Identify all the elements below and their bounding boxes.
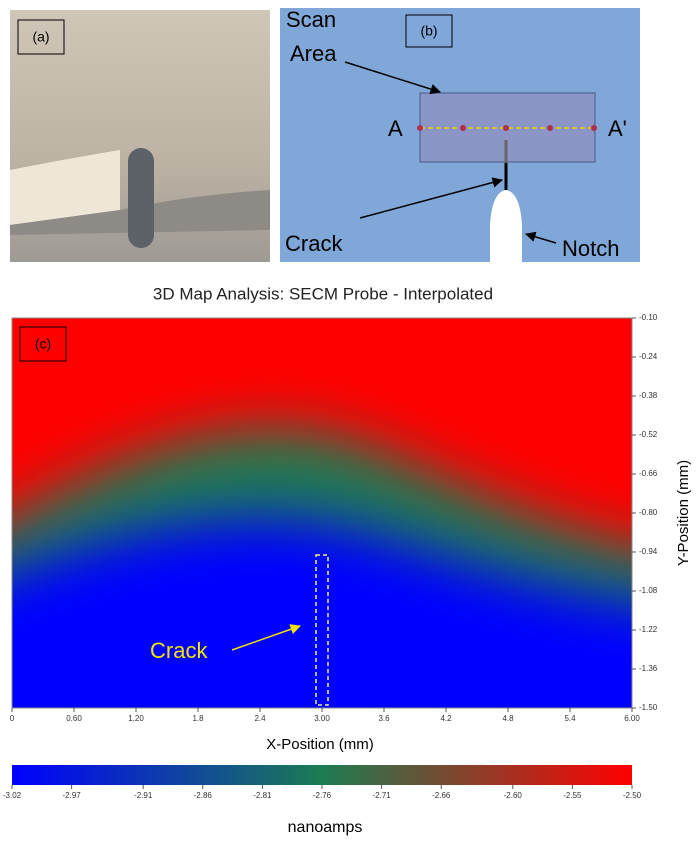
colorbar-tick-label: -2.86	[194, 791, 213, 800]
colorbar-tick-label: -2.60	[504, 791, 523, 800]
y-tick-label: -0.66	[639, 469, 658, 478]
colorbar-tick-label: -2.66	[432, 791, 451, 800]
photo-surface	[10, 150, 120, 225]
colorbar-tick-label: -2.50	[623, 791, 642, 800]
colorbar-tick-label: -2.55	[563, 791, 582, 800]
annotation: Crack	[150, 638, 208, 663]
x-tick-label: 1.8	[192, 714, 204, 723]
y-tick-label: -0.94	[639, 547, 658, 556]
x-tick-label: 2.4	[254, 714, 266, 723]
y-tick-label: -0.38	[639, 391, 658, 400]
y-tick-label: -0.10	[639, 313, 658, 322]
label: Area	[290, 41, 337, 66]
arrow	[524, 231, 557, 244]
chart-title: 3D Map Analysis: SECM Probe - Interpolat…	[153, 284, 493, 303]
x-tick-label: 5.4	[564, 714, 576, 723]
colorbar-label: nanoamps	[288, 819, 363, 836]
x-tick-label: 4.2	[440, 714, 452, 723]
label: Crack	[285, 231, 343, 256]
arrow	[344, 61, 442, 95]
scan-point	[417, 125, 423, 131]
x-tick-label: 0	[10, 714, 15, 723]
x-tick-label: 0.60	[66, 714, 82, 723]
colorbar-tick-label: -2.97	[62, 791, 81, 800]
x-tick-label: 3.00	[314, 714, 330, 723]
scan-point	[460, 125, 466, 131]
y-tick-label: -1.50	[639, 703, 658, 712]
panel-label-box	[17, 19, 65, 55]
panel-label: (b)	[420, 23, 437, 39]
heatmap-region	[12, 518, 632, 708]
y-tick-label: -0.80	[639, 508, 658, 517]
notch	[490, 190, 522, 262]
colorbar	[12, 765, 632, 785]
label: Scan	[286, 7, 336, 32]
label: Notch	[562, 236, 619, 261]
scan-point	[591, 125, 597, 131]
panel-a: (a)	[10, 10, 270, 262]
panel-label-box	[405, 14, 453, 48]
panel-label: (c)	[35, 336, 51, 352]
y-axis-label: Y-Position (mm)	[675, 460, 692, 566]
scan-point	[547, 125, 553, 131]
x-tick-label: 6.00	[624, 714, 640, 723]
x-tick-label: 4.8	[502, 714, 514, 723]
x-axis-label: X-Position (mm)	[266, 736, 374, 753]
heatmap	[12, 318, 632, 708]
scan-point	[503, 125, 509, 131]
x-tick-label: 1.20	[128, 714, 144, 723]
y-tick-label: -1.36	[639, 664, 658, 673]
arrow	[359, 177, 504, 219]
scan-points	[417, 125, 597, 131]
label: A'	[608, 116, 627, 141]
colorbar-tick-label: -2.71	[372, 791, 391, 800]
y-tick-label: -1.22	[639, 625, 658, 634]
colorbar-tick-label: -2.76	[313, 791, 332, 800]
y-tick-label: -1.08	[639, 586, 658, 595]
crack-box	[315, 554, 329, 706]
y-tick-label: -0.52	[639, 430, 658, 439]
panel-label-box	[19, 326, 67, 362]
arrow	[231, 624, 301, 651]
colorbar-tick-label: -3.02	[3, 791, 22, 800]
colorbar-tick-label: -2.91	[134, 791, 153, 800]
panel-b: (b) Scan Area A A' Crack Notch	[280, 7, 640, 262]
panel-label: (a)	[32, 29, 49, 45]
photo-slot	[128, 148, 154, 248]
colorbar-tick-label: -2.81	[253, 791, 272, 800]
y-tick-label: -0.24	[639, 352, 658, 361]
label: A	[388, 116, 403, 141]
x-tick-label: 3.6	[378, 714, 390, 723]
